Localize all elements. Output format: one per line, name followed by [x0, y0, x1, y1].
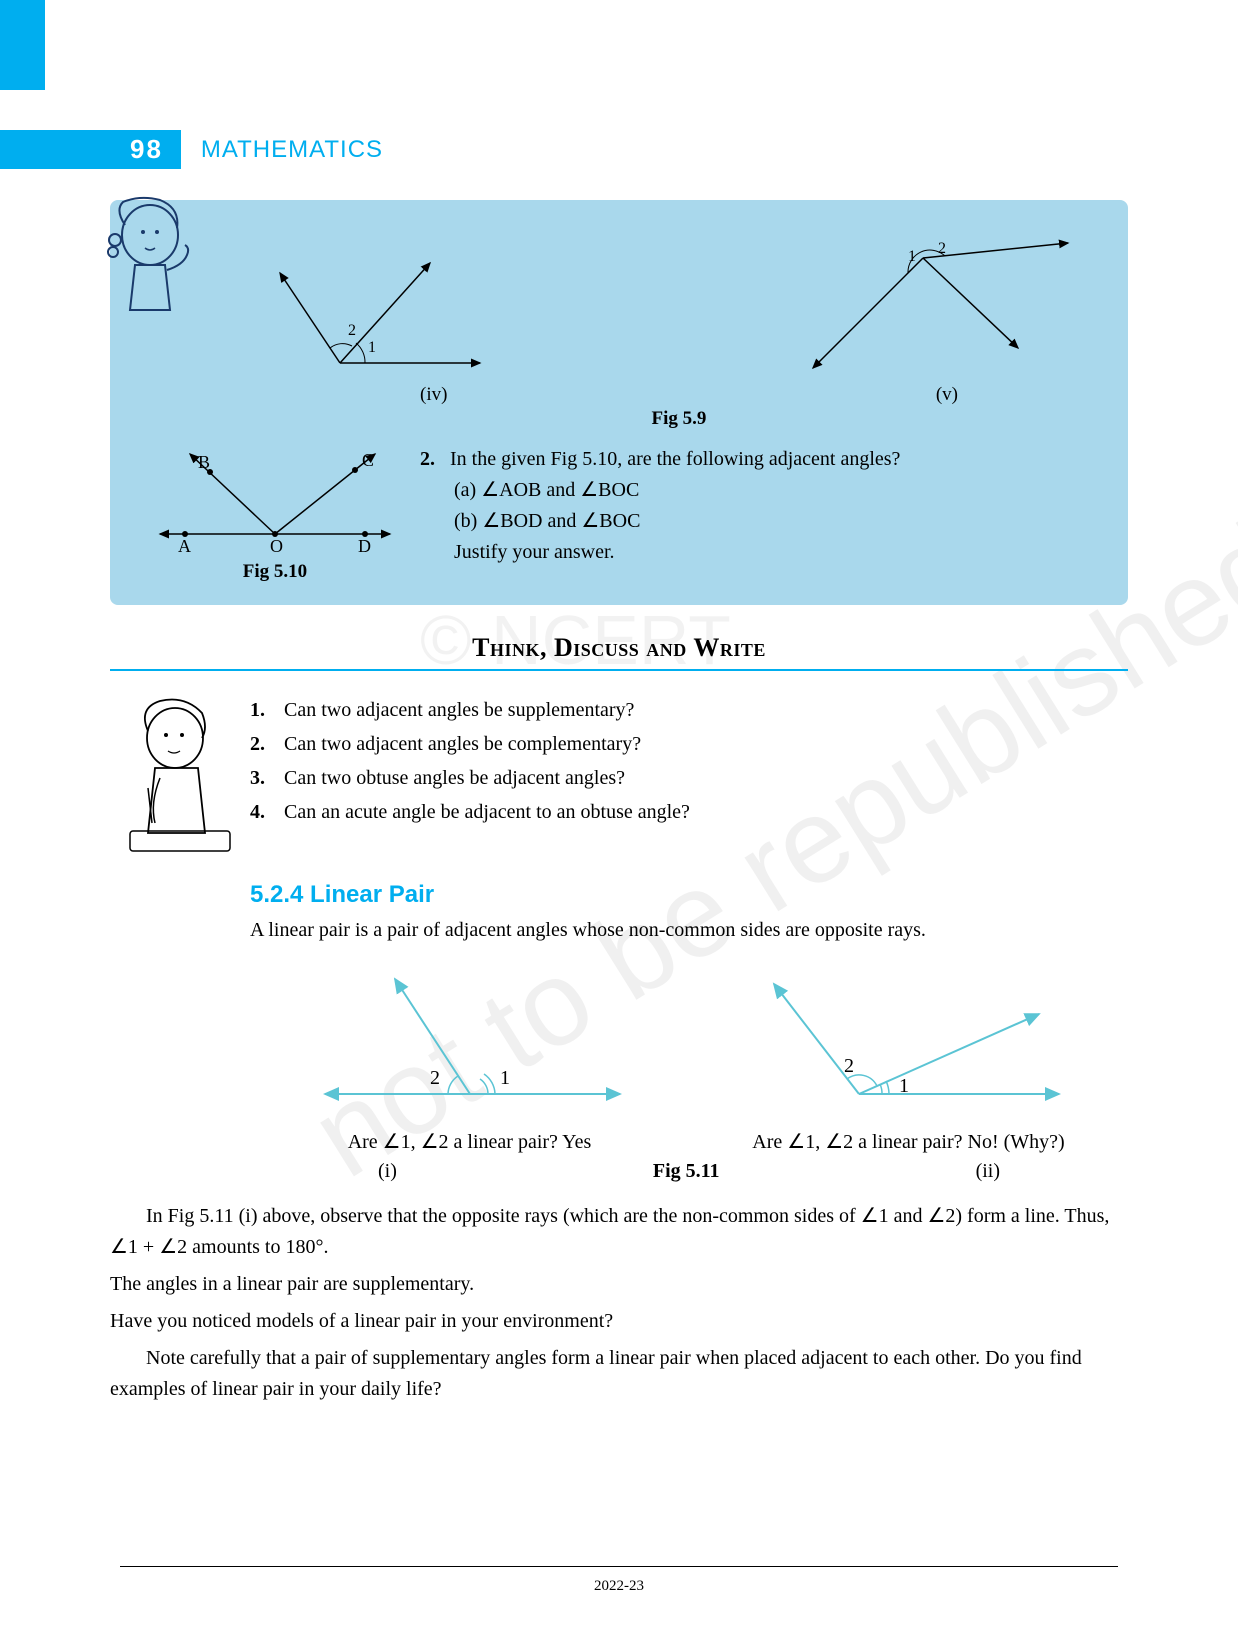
- fig-5-10-caption: Fig 5.10: [140, 561, 410, 583]
- fig-5-10: A O D B C Fig 5.10: [140, 444, 410, 583]
- q2-text: In the given Fig 5.10, are the following…: [450, 448, 900, 470]
- fig-5-11-i-sub: (i): [378, 1160, 397, 1183]
- fig-5-9-v: 1 2: [798, 233, 1078, 378]
- subject-title: MATHEMATICS: [201, 136, 383, 164]
- footer-line: [120, 1566, 1118, 1567]
- fig-v-label: (v): [936, 384, 958, 406]
- svg-text:D: D: [358, 536, 371, 554]
- fig-5-11-ii: 1 2 Are ∠1, ∠2 a linear pair? No! (Why?): [749, 964, 1069, 1154]
- tdw-title: Think, Discuss and Write: [472, 633, 766, 667]
- tdw-item-2: 2.Can two adjacent angles be complementa…: [250, 727, 1128, 761]
- q2-justify: Justify your answer.: [420, 537, 1098, 568]
- svg-text:2: 2: [844, 1055, 854, 1077]
- top-strip: [0, 0, 45, 90]
- content: 1 2 1 2: [110, 200, 1128, 1405]
- svg-text:2: 2: [348, 322, 356, 339]
- fig-5-9-iv: 1 2: [270, 243, 490, 378]
- svg-text:1: 1: [368, 339, 376, 356]
- svg-text:2: 2: [430, 1067, 440, 1089]
- q2-number: 2.: [420, 444, 450, 475]
- tdw-list: 1.Can two adjacent angles be supplementa…: [240, 693, 1128, 873]
- header: 98 MATHEMATICS: [0, 130, 1238, 169]
- try-these-box: 1 2 1 2: [110, 200, 1128, 605]
- svg-text:O: O: [270, 536, 283, 554]
- fig-iv-label: (iv): [420, 384, 447, 406]
- tdw-item-4: 4.Can an acute angle be adjacent to an o…: [250, 795, 1128, 829]
- tdw-underline: [110, 669, 1128, 671]
- svg-text:1: 1: [908, 248, 916, 265]
- fig-5-11-sublabels: (i) Fig 5.11 (ii): [250, 1160, 1128, 1183]
- para-2: The angles in a linear pair are suppleme…: [110, 1269, 1128, 1300]
- tdw-heading: Think, Discuss and Write: [110, 633, 1128, 671]
- svg-text:B: B: [198, 452, 210, 472]
- fig-5-11-i: 1 2 Are ∠1, ∠2 a linear pair? Yes: [310, 964, 630, 1154]
- para-1: In Fig 5.11 (i) above, observe that the …: [110, 1201, 1128, 1263]
- fig-5-9-labels: (iv) (v): [140, 384, 1098, 406]
- fig-5-11-ii-caption: Are ∠1, ∠2 a linear pair? No! (Why?): [749, 1129, 1069, 1154]
- page-number: 98: [0, 130, 181, 169]
- svg-text:C: C: [362, 450, 374, 470]
- fig-5-9-row: 1 2 1 2: [140, 218, 1098, 378]
- page: 98 MATHEMATICS © NCERT not to be republi…: [0, 0, 1238, 1635]
- section-5-2-4-title: 5.2.4 Linear Pair: [250, 881, 1128, 909]
- q2-a: (a) ∠AOB and ∠BOC: [420, 475, 1098, 506]
- question-2: 2.In the given Fig 5.10, are the followi…: [410, 444, 1098, 583]
- fig-5-11-caption: Fig 5.11: [653, 1160, 720, 1183]
- footer-year: 2022-23: [0, 1578, 1238, 1595]
- svg-text:A: A: [178, 536, 191, 554]
- q2-b: (b) ∠BOD and ∠BOC: [420, 506, 1098, 537]
- tdw-item-1: 1.Can two adjacent angles be supplementa…: [250, 693, 1128, 727]
- fig-5-10-row: A O D B C Fig 5.10 2.In the given Fig 5.…: [140, 444, 1098, 583]
- girl-thinking-icon: [95, 190, 215, 340]
- tdw-body: 1.Can two adjacent angles be supplementa…: [110, 693, 1128, 873]
- fig-5-9-caption: Fig 5.9: [260, 408, 1098, 430]
- fig-5-11-row: 1 2 Are ∠1, ∠2 a linear pair? Yes 1 2: [250, 964, 1128, 1154]
- fig-5-11-i-caption: Are ∠1, ∠2 a linear pair? Yes: [310, 1129, 630, 1154]
- svg-text:2: 2: [938, 240, 946, 257]
- para-4: Note carefully that a pair of supplement…: [110, 1343, 1128, 1405]
- girl-writing-icon: [110, 693, 240, 873]
- linear-pair-intro: A linear pair is a pair of adjacent angl…: [250, 915, 1128, 946]
- fig-5-11-ii-sub: (ii): [976, 1160, 1000, 1183]
- svg-text:1: 1: [899, 1075, 909, 1097]
- para-3: Have you noticed models of a linear pair…: [110, 1306, 1128, 1337]
- tdw-item-3: 3.Can two obtuse angles be adjacent angl…: [250, 761, 1128, 795]
- svg-text:1: 1: [500, 1067, 510, 1089]
